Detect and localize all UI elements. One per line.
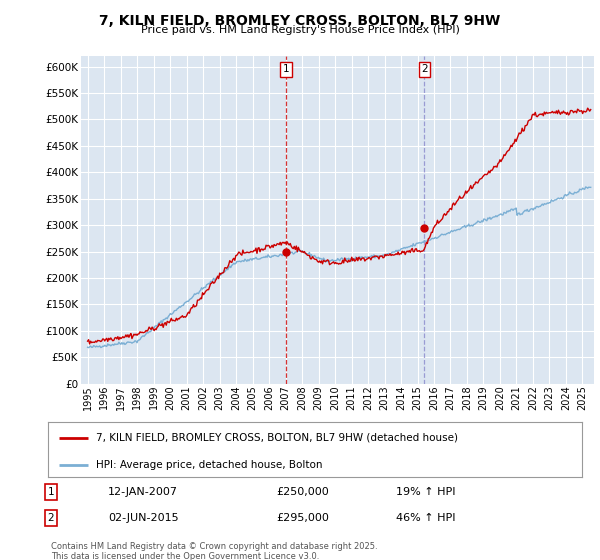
Text: 02-JUN-2015: 02-JUN-2015 [108, 513, 179, 523]
Text: £250,000: £250,000 [276, 487, 329, 497]
Text: £295,000: £295,000 [276, 513, 329, 523]
Text: 7, KILN FIELD, BROMLEY CROSS, BOLTON, BL7 9HW (detached house): 7, KILN FIELD, BROMLEY CROSS, BOLTON, BL… [96, 433, 458, 442]
Text: HPI: Average price, detached house, Bolton: HPI: Average price, detached house, Bolt… [96, 460, 323, 470]
Text: 7, KILN FIELD, BROMLEY CROSS, BOLTON, BL7 9HW: 7, KILN FIELD, BROMLEY CROSS, BOLTON, BL… [100, 14, 500, 28]
Text: 2: 2 [47, 513, 55, 523]
Text: Contains HM Land Registry data © Crown copyright and database right 2025.
This d: Contains HM Land Registry data © Crown c… [51, 542, 377, 560]
Text: 2: 2 [421, 64, 428, 74]
Text: 1: 1 [283, 64, 290, 74]
Text: 1: 1 [47, 487, 55, 497]
Text: 46% ↑ HPI: 46% ↑ HPI [396, 513, 455, 523]
Text: 12-JAN-2007: 12-JAN-2007 [108, 487, 178, 497]
Text: 19% ↑ HPI: 19% ↑ HPI [396, 487, 455, 497]
Text: Price paid vs. HM Land Registry's House Price Index (HPI): Price paid vs. HM Land Registry's House … [140, 25, 460, 35]
